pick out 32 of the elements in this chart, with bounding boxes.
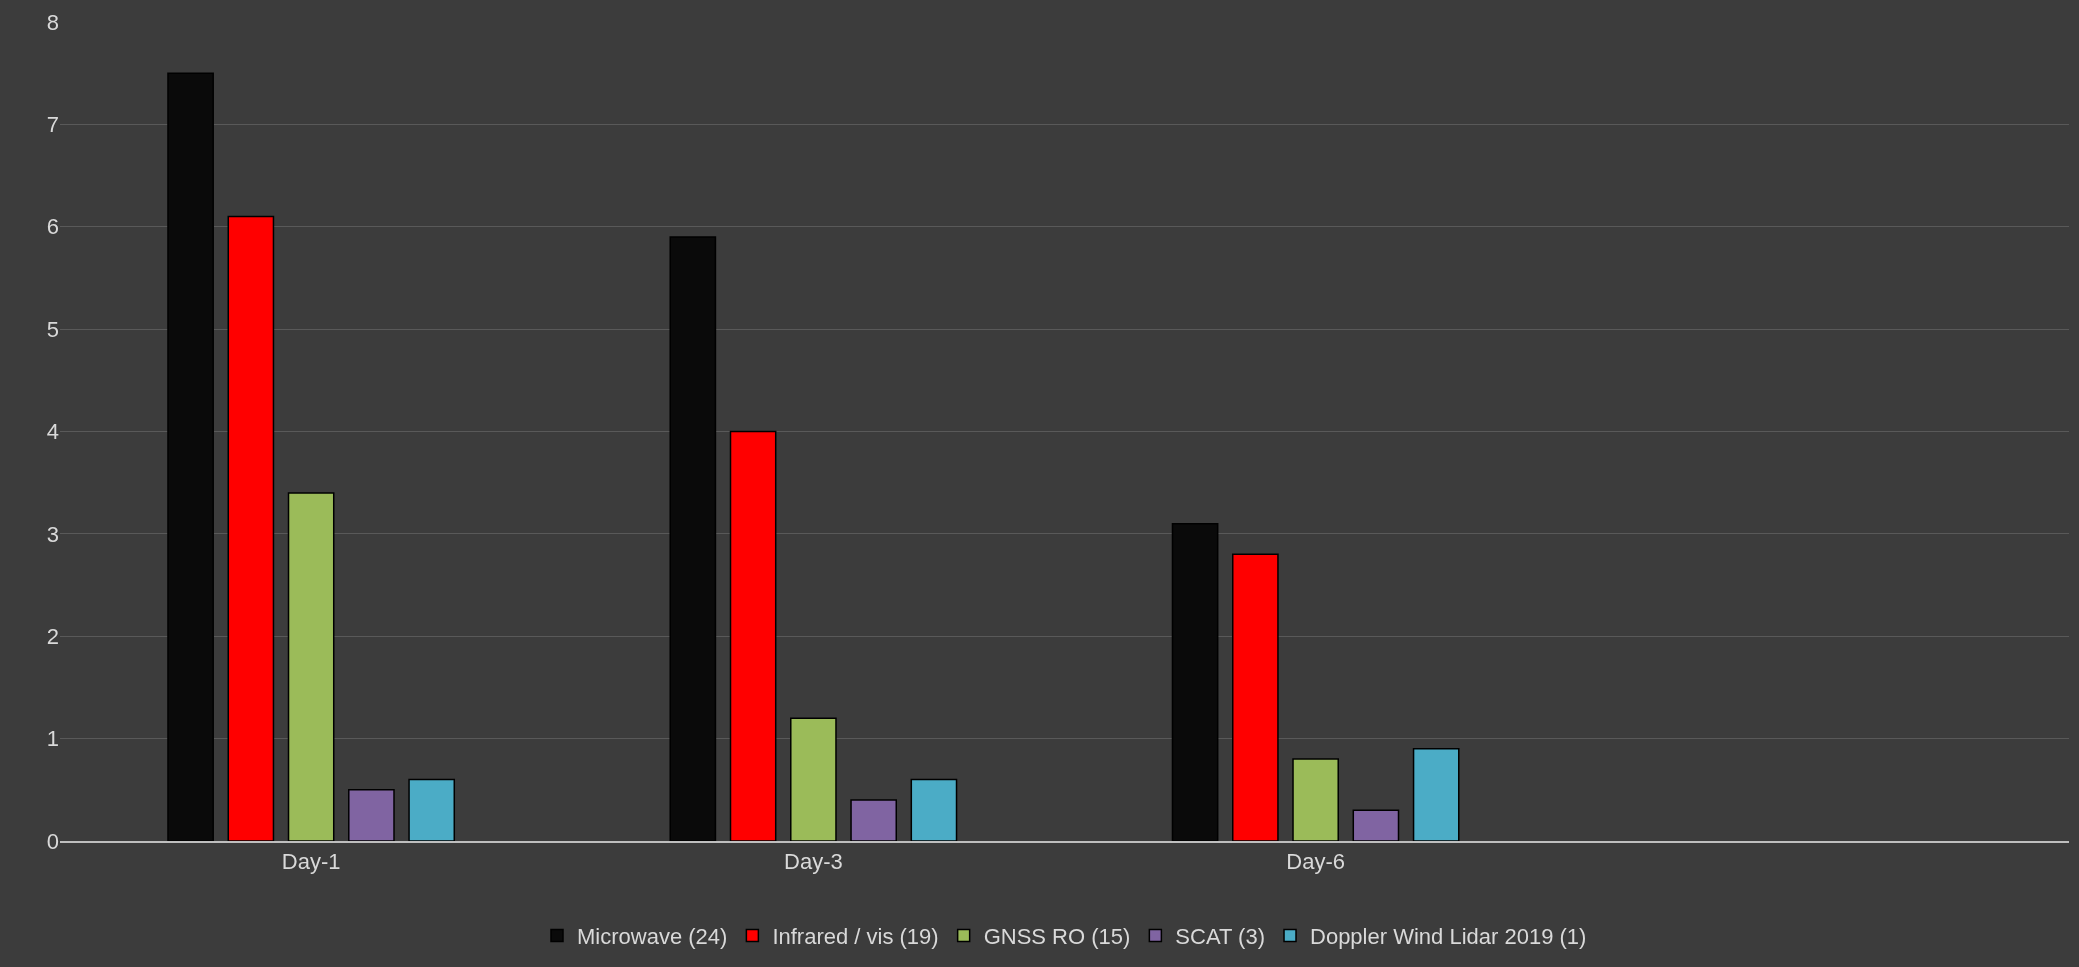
- bar: [1292, 758, 1339, 841]
- bar: [408, 778, 456, 841]
- bar: [1412, 748, 1460, 841]
- y-tick-label: 2: [46, 623, 59, 649]
- x-tick-label: Day-1: [281, 849, 341, 875]
- legend-label: Infrared / vis (19): [772, 924, 939, 950]
- y-tick-label: 3: [46, 521, 59, 547]
- y-tick-label: 6: [46, 214, 59, 240]
- bar: [729, 430, 777, 841]
- y-tick-label: 0: [46, 828, 59, 854]
- bar: [227, 215, 275, 841]
- bar: [167, 72, 214, 841]
- y-tick-label: 7: [46, 112, 59, 138]
- legend-label: SCAT (3): [1175, 924, 1266, 950]
- bar: [790, 717, 837, 841]
- bar: [669, 236, 717, 841]
- y-tick-label: 1: [46, 726, 59, 752]
- bar: [850, 799, 897, 841]
- x-tick-label: Day-3: [784, 849, 843, 875]
- y-tick-label: 8: [46, 9, 59, 35]
- bar: [910, 778, 958, 841]
- x-tick-label: Day-6: [1286, 849, 1345, 875]
- bar: [1171, 522, 1219, 841]
- bar: [287, 492, 335, 841]
- legend-label: GNSS RO (15): [983, 924, 1131, 950]
- legend-label: Doppler Wind Lidar 2019 (1): [1310, 924, 1587, 950]
- y-tick-label: 5: [46, 316, 59, 342]
- y-tick-label: 4: [46, 419, 59, 445]
- bar: [1352, 809, 1400, 841]
- bar: [1232, 553, 1279, 841]
- legend-label: Microwave (24): [577, 924, 728, 950]
- bar: [348, 789, 395, 841]
